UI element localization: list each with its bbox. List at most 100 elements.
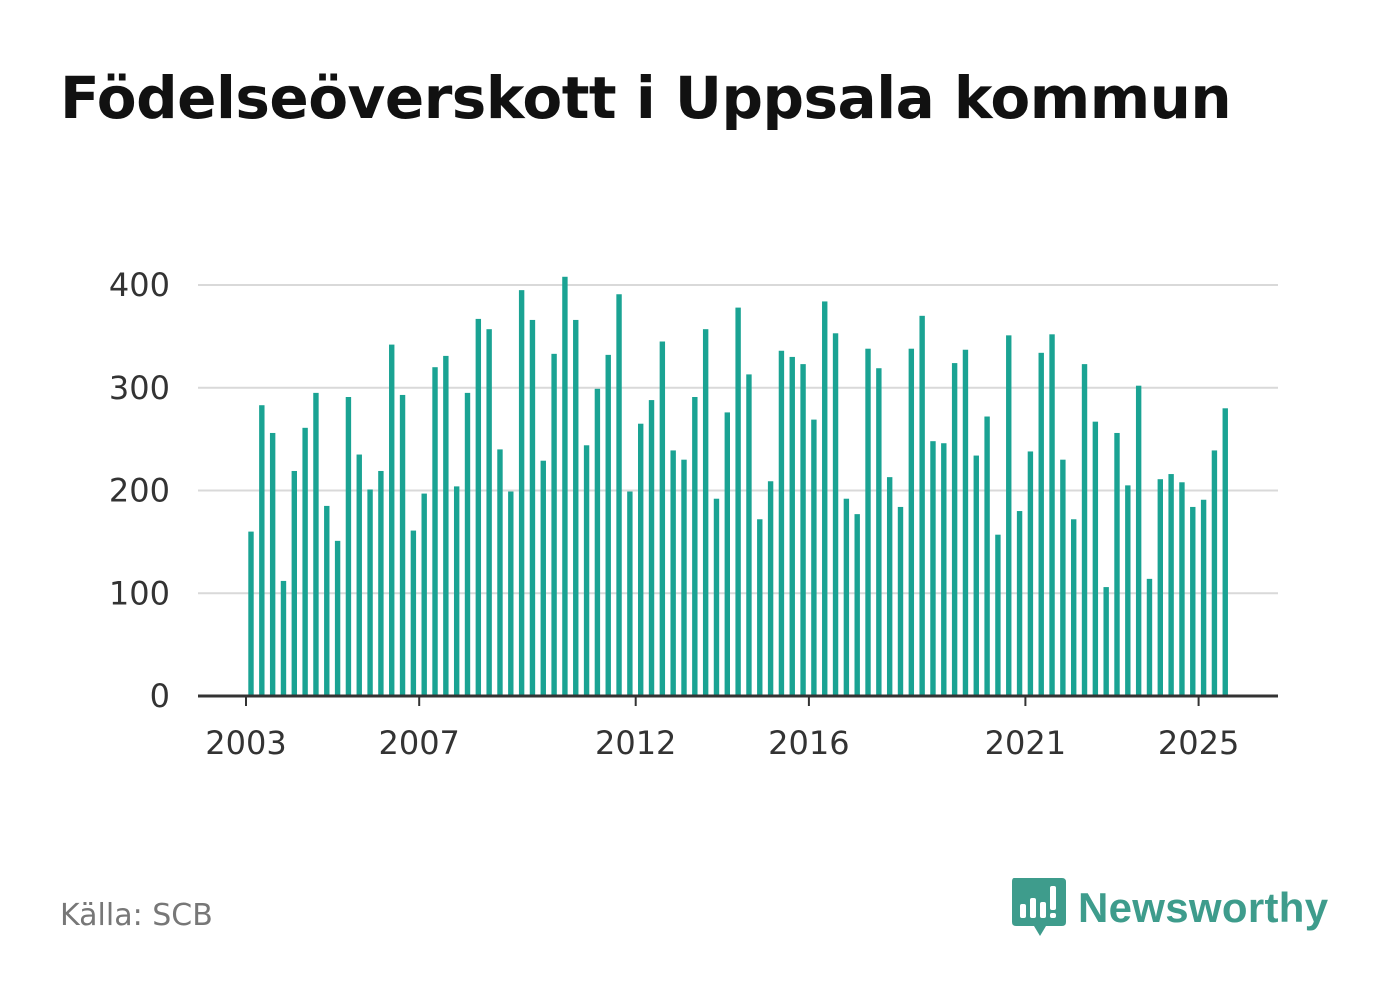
bar: [313, 392, 319, 696]
bar: [551, 353, 557, 696]
bar: [1103, 587, 1109, 696]
bar: [1157, 479, 1163, 696]
bar: [789, 356, 795, 696]
bar: [659, 341, 666, 696]
bar: [681, 459, 687, 696]
x-axis-labels: 2003 2007 2012 2016 2021 2025: [205, 724, 1239, 762]
bar: [800, 364, 806, 696]
bar: [811, 419, 817, 696]
bar: [421, 493, 427, 696]
bar: [973, 455, 979, 696]
bar: [1190, 506, 1196, 696]
bar: [616, 294, 622, 696]
bar: [464, 392, 471, 696]
bar: [1179, 482, 1185, 696]
bar: [1071, 519, 1077, 696]
bar: [648, 400, 655, 696]
x-tick-label: 2025: [1158, 724, 1239, 762]
x-tick-label: 2016: [768, 724, 849, 762]
axes: [198, 694, 1278, 706]
bar: [518, 290, 525, 696]
bar: [1146, 578, 1153, 696]
bar: [865, 348, 871, 696]
bar: [378, 470, 384, 696]
bar: [702, 329, 709, 696]
bar: [259, 405, 265, 696]
bar: [302, 427, 308, 696]
bar: [886, 477, 893, 696]
x-tick-label: 2007: [378, 724, 459, 762]
bar: [1049, 334, 1055, 696]
bar: [746, 374, 752, 696]
bar: [724, 412, 730, 696]
bar: [453, 486, 460, 696]
bar: [562, 276, 568, 696]
bar: [1200, 499, 1207, 696]
bar: [1092, 421, 1099, 696]
bar: [735, 307, 741, 696]
bar: [573, 319, 579, 696]
bar: [583, 445, 590, 696]
bar: [367, 489, 373, 696]
bar: [1060, 459, 1066, 696]
bar: [919, 315, 925, 696]
bar: [1081, 364, 1088, 696]
chart-title: Födelseöverskott i Uppsala kommun: [60, 64, 1232, 132]
bar: [876, 368, 882, 696]
bar: [248, 531, 254, 696]
bar: [334, 540, 341, 696]
bar: [1114, 432, 1120, 696]
bar-series: [248, 276, 1228, 696]
bar: [908, 348, 915, 696]
bar: [269, 432, 276, 696]
bar: [670, 450, 676, 696]
bar: [345, 396, 352, 696]
y-axis-labels: 0 100 200 300 400: [109, 266, 170, 715]
newsworthy-logo-icon: [1012, 878, 1066, 936]
bar: [540, 460, 546, 696]
bar: [767, 481, 774, 696]
y-tick-label: 300: [109, 369, 170, 407]
bar: [529, 319, 536, 696]
bar: [475, 318, 482, 696]
bar: [692, 396, 698, 696]
bar: [497, 449, 503, 696]
bar: [843, 498, 850, 696]
bar: [432, 367, 438, 696]
bar: [962, 349, 969, 696]
bar: [832, 333, 839, 696]
bar: [291, 470, 297, 696]
bar: [941, 443, 947, 696]
bar: [508, 491, 514, 696]
bar: [897, 506, 904, 696]
bar: [1038, 352, 1044, 696]
bar: [280, 580, 287, 696]
source-label: Källa: SCB: [60, 898, 213, 933]
bar: [854, 514, 860, 696]
bar: [1222, 408, 1228, 696]
y-tick-label: 400: [109, 266, 170, 304]
bar: [984, 416, 990, 696]
bar: [1006, 335, 1012, 696]
bar: [627, 491, 633, 696]
bar: [389, 344, 395, 696]
bar: [443, 355, 449, 696]
bar: [410, 530, 417, 696]
y-tick-label: 100: [109, 574, 170, 612]
bar: [399, 394, 406, 696]
bar: [638, 423, 644, 696]
bar: [1016, 511, 1023, 696]
y-tick-label: 200: [109, 472, 170, 510]
y-tick-label: 0: [150, 677, 170, 715]
bar: [356, 454, 362, 696]
bar: [1168, 474, 1174, 696]
bar: [324, 505, 330, 696]
bar: [930, 441, 936, 696]
bar: [822, 301, 828, 696]
bar: [1027, 451, 1034, 696]
bar: [757, 519, 763, 696]
bar: [951, 363, 958, 696]
bar: [1211, 450, 1218, 696]
bar: [1135, 385, 1142, 696]
